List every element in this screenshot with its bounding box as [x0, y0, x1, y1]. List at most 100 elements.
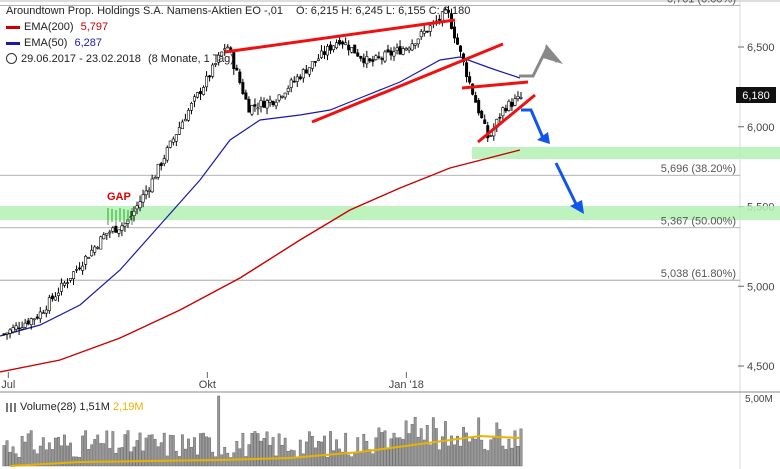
volume-bar: [184, 448, 187, 467]
last-price-value: 6,180: [742, 90, 770, 102]
candle-body: [72, 271, 76, 280]
candle-body: [401, 48, 405, 55]
volume-bar: [474, 438, 478, 467]
volume-bar: [168, 434, 172, 467]
fib-zone: [0, 206, 780, 220]
volume-bar: [271, 437, 275, 467]
volume-bar: [174, 451, 178, 467]
volume-bar: [241, 432, 245, 467]
volume-bar: [510, 447, 514, 467]
candle-body: [319, 50, 323, 58]
volume-bar: [23, 441, 27, 467]
candle-body: [174, 134, 178, 142]
volume-bar: [332, 450, 335, 467]
volume-bar: [434, 428, 438, 467]
candle-body: [368, 58, 372, 62]
volume-bar: [35, 453, 39, 467]
volume-bar: [205, 436, 208, 467]
candle-body: [8, 329, 12, 334]
volume-bar: [374, 437, 378, 467]
candle-body: [238, 71, 242, 83]
volume-bar: [126, 430, 130, 467]
volume-bar: [96, 434, 100, 467]
volume-bar: [516, 446, 520, 467]
volume-bar: [93, 439, 97, 467]
date-range: 29.06.2017 - 23.02.2018: [21, 53, 141, 65]
volume-axis-label: 5,00M: [745, 394, 773, 405]
candle-body: [383, 51, 387, 62]
candle-body: [283, 92, 287, 98]
candle-body: [5, 332, 9, 335]
candle-body: [156, 163, 160, 178]
ema200-swatch: [6, 25, 20, 29]
candle-body: [413, 43, 417, 46]
volume-bar: [259, 440, 263, 467]
candle-body: [235, 67, 239, 71]
ema50-value: 6,287: [74, 37, 102, 49]
volume-bar: [347, 454, 351, 467]
candles-group: [2, 5, 523, 340]
volume-bar: [314, 447, 317, 467]
volume-bar: [199, 433, 202, 467]
candle-body: [335, 42, 339, 49]
volume-bar: [513, 430, 517, 467]
volume-bar: [153, 439, 157, 467]
volume-bar: [8, 451, 12, 467]
volume-bar: [419, 428, 423, 467]
volume-bar: [29, 430, 33, 467]
volume-bar: [150, 434, 154, 467]
candle-body: [132, 210, 136, 217]
candle-body: [180, 121, 184, 130]
candle-body: [75, 268, 79, 271]
legend-range: 29.06.2017 - 23.02.2018 (8 Monate, 1 Tag…: [6, 52, 238, 65]
candle-body: [53, 296, 57, 301]
candle-body: [144, 190, 148, 196]
volume-bar: [5, 440, 9, 467]
candle-body: [159, 163, 163, 167]
volume-bar: [492, 437, 496, 467]
volume-bar: [63, 434, 66, 467]
volume-bar: [459, 445, 462, 467]
y-tick-label: 5,000: [747, 281, 775, 293]
ema50-label: EMA(50): [24, 37, 68, 49]
candle-body: [422, 30, 426, 34]
volume-bar: [365, 441, 369, 467]
candle-body: [14, 325, 18, 330]
candle-body: [410, 43, 414, 51]
volume-bar: [295, 457, 299, 467]
candle-body: [87, 257, 91, 259]
candle-body: [141, 194, 145, 203]
volume-bar: [87, 448, 91, 467]
x-tick-label: Okt: [199, 379, 216, 391]
candle-body: [205, 75, 209, 88]
volume-bar: [504, 449, 508, 467]
candle-body: [483, 119, 487, 124]
volume-bar: [386, 447, 390, 467]
volume-bar: [223, 447, 227, 467]
candle-body: [462, 53, 466, 63]
volume-legend: Volume(28) 1,51M 2,19M: [6, 401, 144, 413]
volume-bar: [519, 428, 523, 467]
candle-body: [189, 103, 193, 111]
blue-arrow-head-1: [537, 132, 550, 144]
candle-body: [513, 98, 517, 106]
fib-zone: [472, 147, 780, 159]
volume-bar: [404, 420, 408, 467]
volume-icon: [6, 402, 16, 412]
candle-body: [344, 42, 348, 45]
candle-body: [96, 247, 100, 249]
volume-bar: [138, 432, 142, 467]
candle-body: [277, 94, 281, 101]
volume-bar: [69, 442, 72, 467]
volume-bar: [362, 434, 366, 467]
volume-bar: [202, 432, 205, 467]
volume-bar: [81, 435, 85, 467]
candle-body: [50, 295, 54, 300]
volume-bar: [310, 435, 314, 467]
candle-body: [443, 8, 447, 11]
candle-body: [241, 82, 245, 94]
candle-body: [504, 108, 508, 112]
candle-body: [220, 51, 224, 57]
volume-bar: [105, 430, 109, 467]
candle-body: [192, 96, 196, 102]
